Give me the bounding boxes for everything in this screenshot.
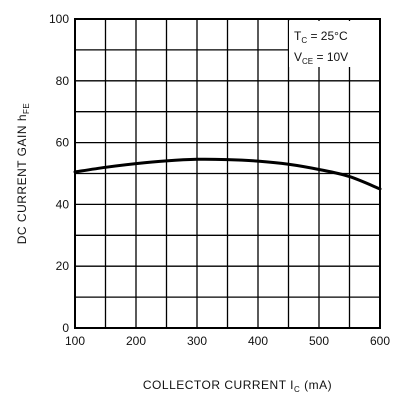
- plot-frame: [74, 18, 381, 329]
- y-tick-label: 100: [49, 12, 69, 26]
- x-tick-label: 200: [126, 334, 146, 348]
- x-tick-label: 100: [65, 334, 85, 348]
- y-tick-label: 80: [56, 74, 70, 88]
- x-tick-label: 500: [309, 334, 329, 348]
- x-axis-label: COLLECTOR CURRENT IC (mA): [143, 378, 332, 394]
- y-tick-label: 0: [62, 321, 69, 335]
- tick-labels: 100 200 300 400 500 600 0 20 40 60 80 100: [49, 12, 390, 348]
- annotation-text: VCE = 10V: [294, 50, 348, 66]
- series-line: [73, 157, 382, 191]
- annotations: TC = 25°C VCE = 10V: [294, 29, 348, 66]
- y-tick-label: 20: [56, 259, 70, 273]
- y-tick-label: 60: [56, 136, 70, 150]
- annotation-text: TC = 25°C: [294, 29, 348, 45]
- series-layer: [73, 157, 382, 191]
- x-tick-label: 600: [370, 334, 390, 348]
- y-tick-label: 40: [56, 197, 70, 211]
- y-axis-label: DC CURRENT GAIN hFE: [15, 103, 31, 245]
- annotation-box: [289, 21, 379, 67]
- x-tick-label: 400: [248, 334, 268, 348]
- x-tick-label: 300: [187, 334, 207, 348]
